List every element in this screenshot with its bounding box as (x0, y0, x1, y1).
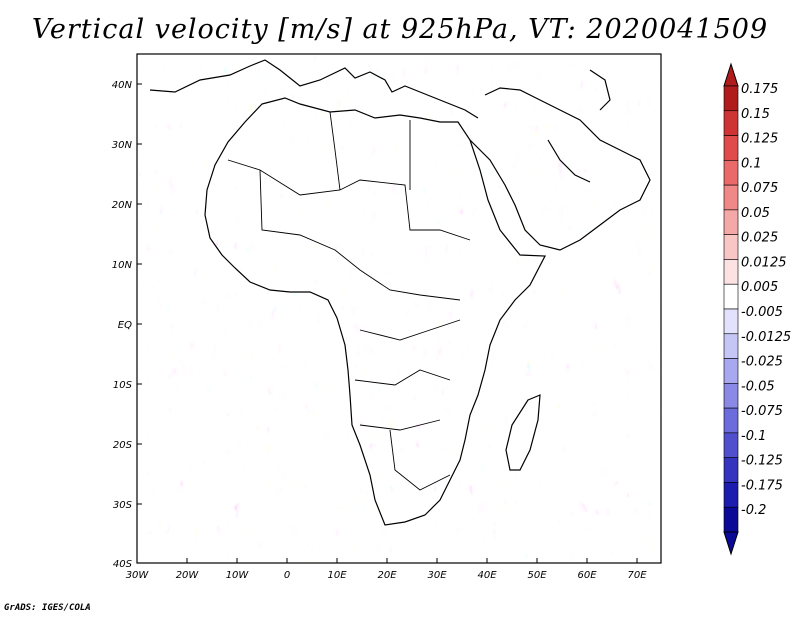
colorbar-label: 0.075 (741, 181, 778, 196)
colorbar-label: -0.1 (741, 429, 766, 444)
lon-label: 50E (527, 570, 547, 581)
coastlines (149, 59, 651, 526)
lat-label: 30N (112, 140, 133, 151)
lon-label: 60E (577, 570, 597, 581)
chart-title: Vertical velocity [m/s] at 925hPa, VT: 2… (31, 14, 769, 45)
lat-label: 40S (113, 559, 133, 570)
lon-label: 30W (126, 570, 150, 581)
colorbar-label: 0.005 (741, 280, 778, 295)
colorbar-label: -0.2 (741, 503, 766, 518)
lon-label: 30E (427, 570, 447, 581)
colorbar-label: 0.1 (741, 156, 762, 171)
colorbar-label: 0.05 (741, 206, 770, 221)
colorbar-label: -0.175 (741, 478, 783, 493)
colorbar-box (723, 358, 739, 384)
lon-label: 20E (377, 570, 397, 581)
colorbar-box (723, 308, 739, 335)
lon-label: 10E (327, 570, 347, 581)
colorbar-label: 0.0125 (741, 255, 787, 270)
country-borders (227, 111, 471, 491)
map-frame (136, 53, 662, 564)
colorbar-box (723, 110, 739, 136)
lon-label: 0 (284, 570, 290, 581)
colorbar-box (723, 85, 739, 112)
colorbar-box (723, 482, 739, 508)
colorbar-box (723, 407, 739, 434)
colorbar-box (723, 283, 739, 310)
colorbar-label: -0.075 (741, 404, 783, 419)
colorbar-box (723, 259, 739, 285)
lat-label: 10N (112, 260, 133, 271)
lon-label: 70E (627, 570, 647, 581)
colorbar-label: -0.005 (741, 305, 783, 320)
colorbar-label: 0.125 (741, 132, 778, 147)
latitude-axis: 40N 30N 20N 10N EQ 10S 20S 30S 40S (112, 80, 142, 570)
colorbar-label: -0.05 (741, 379, 775, 394)
lat-label: 30S (113, 500, 133, 511)
colorbar-box (723, 209, 739, 235)
colorbar-label: 0.025 (741, 231, 778, 246)
colorbar-label: -0.125 (741, 454, 783, 469)
colorbar-label: 0.15 (741, 107, 770, 122)
colorbar-label: 0.175 (741, 82, 778, 97)
colorbar-box (723, 333, 739, 359)
lon-label: 20W (176, 570, 200, 581)
lat-label: 20N (112, 200, 133, 211)
colorbar-box (723, 506, 739, 533)
colorbar-box (723, 383, 739, 409)
colorbar-box (723, 160, 739, 186)
colorbar-box (723, 234, 739, 260)
longitude-axis: 30W 20W 10W 0 10E 20E 30E 40E 50E 60E 70E (126, 558, 647, 581)
lat-label: EQ (118, 320, 132, 331)
colorbar: 0.175 0.15 0.125 0.1 0.075 0.05 0.025 0.0125 0.0… (723, 62, 791, 556)
lon-label: 10W (226, 570, 250, 581)
lat-label: 20S (113, 440, 133, 451)
colorbar-box (723, 135, 739, 161)
colorbar-label: -0.0125 (741, 330, 791, 345)
colorbar-top-arrow (723, 62, 739, 87)
lat-label: 10S (113, 380, 133, 391)
footer-credit: GrADS: IGES/COLA (4, 603, 91, 613)
colorbar-box (723, 432, 739, 458)
colorbar-box (723, 457, 739, 483)
colorbar-label: -0.025 (741, 355, 783, 370)
colorbar-box (723, 184, 739, 211)
lat-label: 40N (112, 80, 133, 91)
colorbar-bottom-arrow (723, 531, 739, 556)
lon-label: 40E (477, 570, 497, 581)
map-panel (137, 54, 661, 563)
